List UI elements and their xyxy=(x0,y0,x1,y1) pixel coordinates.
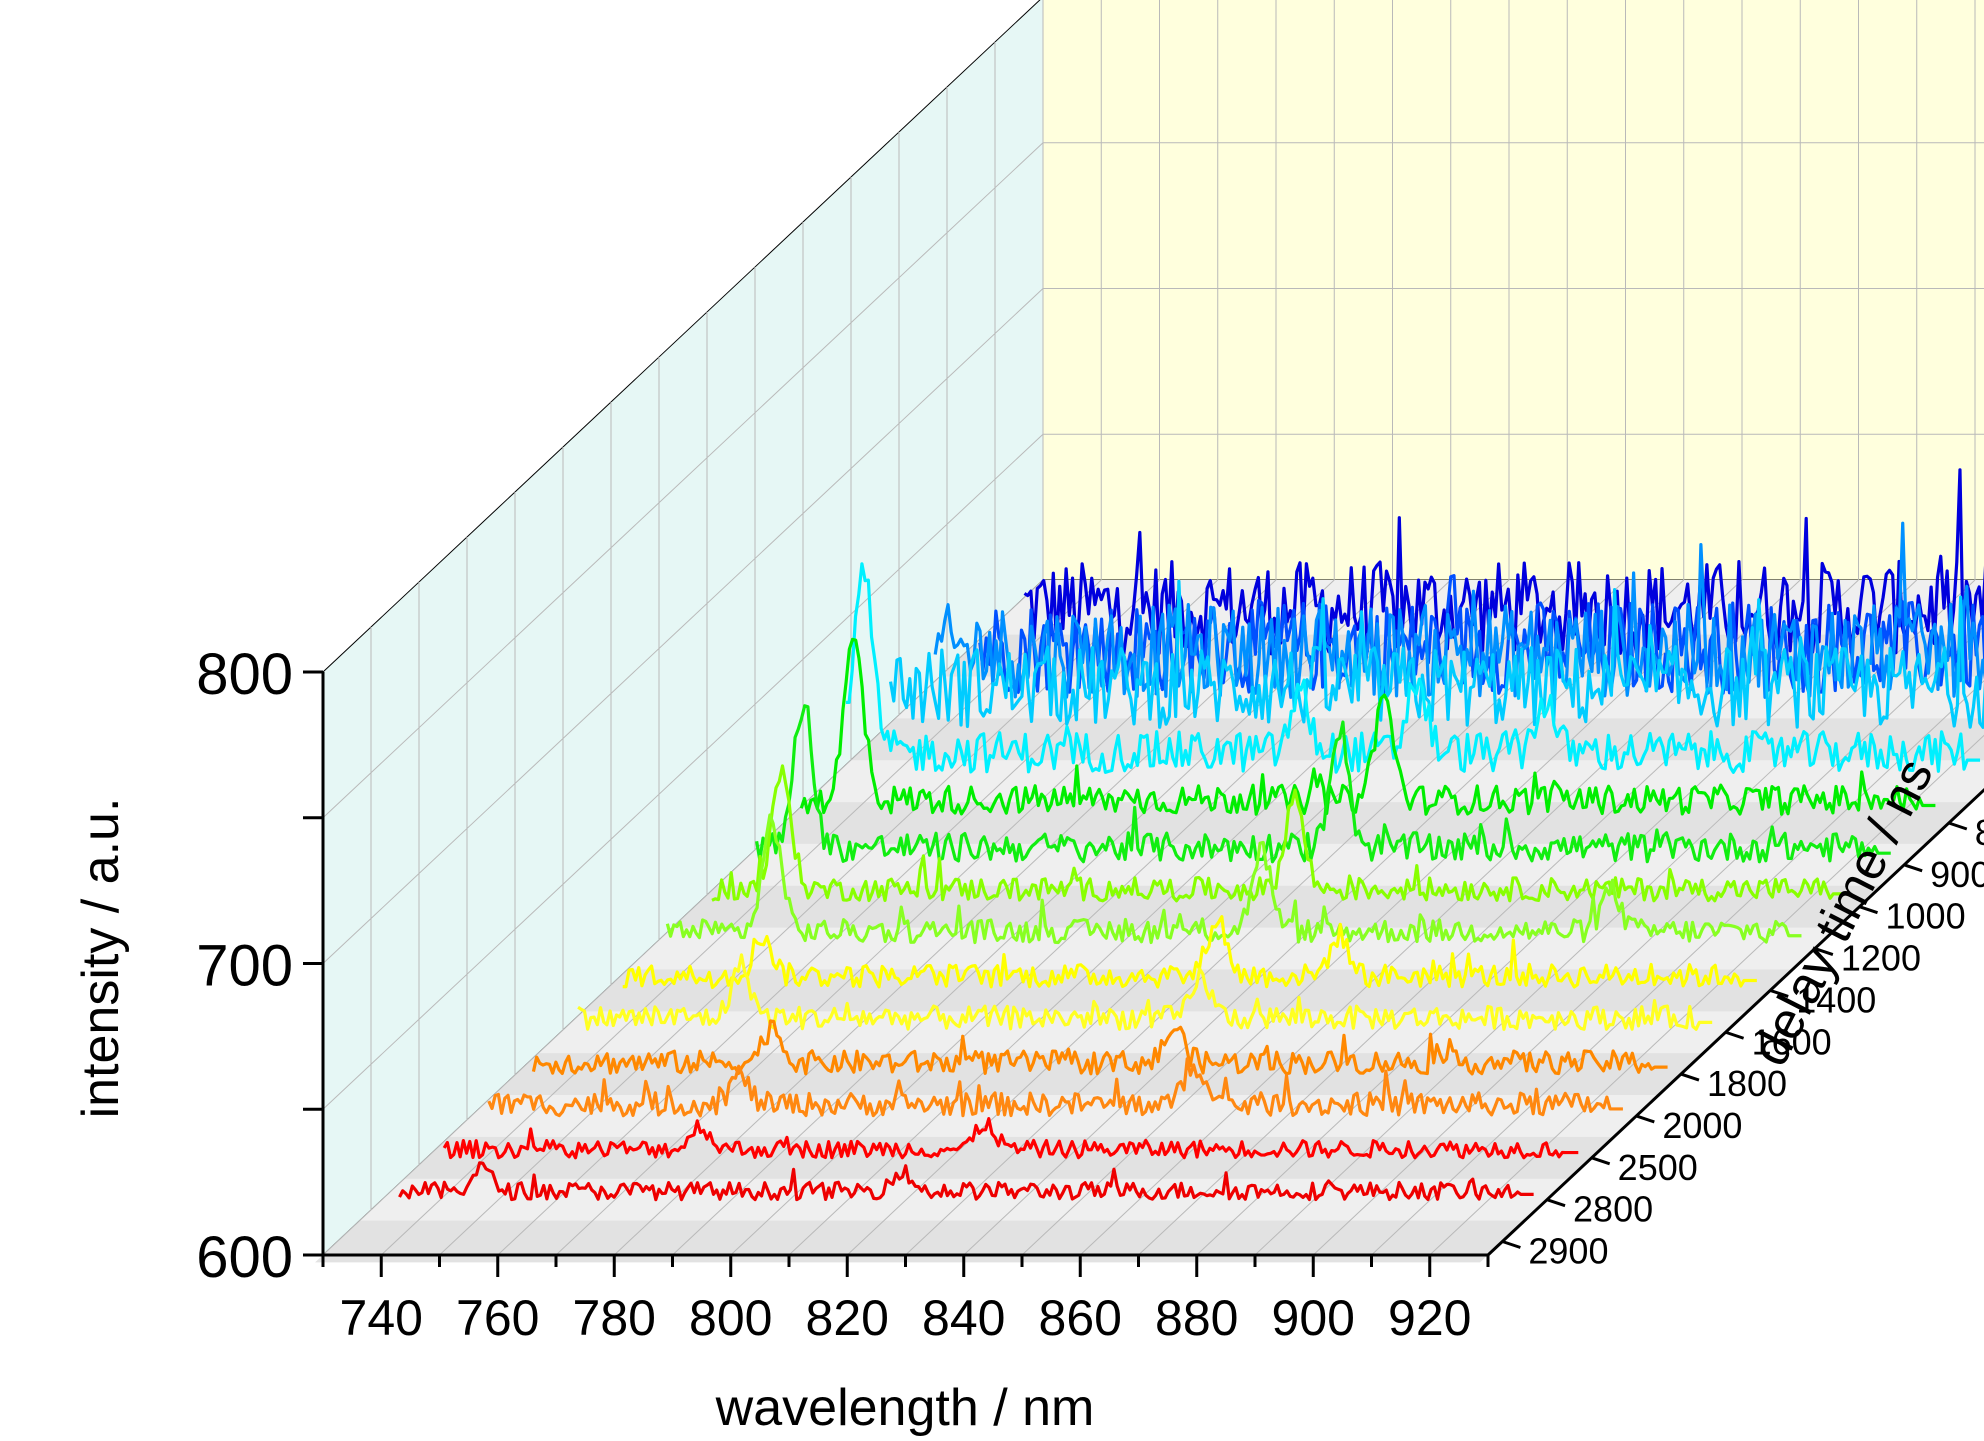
z-axis-line xyxy=(1486,787,1984,1257)
floor-gridline xyxy=(1429,734,1984,1256)
series-line xyxy=(711,764,1847,903)
y-tick-label: 700 xyxy=(196,934,293,999)
x-tick-label: 820 xyxy=(806,1290,889,1346)
x-tick-label: 840 xyxy=(922,1290,1005,1346)
z-tick xyxy=(1903,863,1923,873)
z-tick-label: 2500 xyxy=(1618,1147,1698,1188)
series-line xyxy=(442,1117,1579,1160)
y-axis-title: intensity / a.u. xyxy=(72,798,130,1119)
y-tick-label: 600 xyxy=(196,1225,293,1290)
x-tick-label: 860 xyxy=(1039,1290,1122,1346)
z-tick xyxy=(1546,1198,1566,1208)
x-tick-label: 780 xyxy=(573,1290,656,1346)
z-tick-label: 1200 xyxy=(1841,938,1921,979)
z-tick xyxy=(1501,1240,1521,1249)
z-tick-label: 2900 xyxy=(1528,1231,1608,1272)
series-line xyxy=(665,813,1802,945)
z-tick xyxy=(1814,947,1834,956)
x-tick-label: 760 xyxy=(456,1290,539,1346)
x-tick-label: 740 xyxy=(340,1290,423,1346)
y-tick-label: 800 xyxy=(196,642,293,707)
z-tick xyxy=(1591,1156,1611,1166)
z-tick xyxy=(1680,1072,1700,1082)
z-tick-label: 1400 xyxy=(1796,979,1876,1020)
x-tick-label: 800 xyxy=(689,1290,772,1346)
side-wall-hgridline xyxy=(322,142,1044,819)
side-wall-hgridline xyxy=(322,433,1044,1110)
floor-gridline xyxy=(1021,579,1743,1256)
z-tick-label: 2800 xyxy=(1573,1189,1653,1230)
series-line xyxy=(1023,468,1984,656)
x-tick-label: 880 xyxy=(1155,1290,1238,1346)
z-tick xyxy=(1635,1114,1655,1124)
series-line xyxy=(398,1161,1534,1202)
floor-gridline xyxy=(439,579,1160,1256)
z-tick-label: 2000 xyxy=(1662,1105,1742,1146)
z-tick-label: 1800 xyxy=(1707,1063,1787,1104)
series-group xyxy=(398,468,1984,1202)
z-tick-label: 800 xyxy=(1975,812,1984,853)
series-line xyxy=(799,637,1936,816)
side-wall-hgridline xyxy=(322,288,1044,964)
z-tick xyxy=(1859,905,1878,915)
back-wall xyxy=(1042,0,1984,581)
z-tick-label: 1600 xyxy=(1752,1021,1832,1062)
z-tick-label: 1000 xyxy=(1886,896,1966,937)
series-line xyxy=(531,1019,1668,1076)
z-tick xyxy=(1725,1030,1745,1040)
series-line xyxy=(487,1057,1623,1118)
x-tick-label: 900 xyxy=(1272,1290,1355,1346)
floor-gridline xyxy=(322,579,1044,1256)
series-line xyxy=(845,562,1981,774)
series-line xyxy=(577,953,1713,1031)
series-line xyxy=(933,521,1984,699)
floor-gridline xyxy=(380,579,1102,1256)
z-tick xyxy=(1948,821,1968,831)
chart-axes xyxy=(303,670,1984,1277)
floor-gridline xyxy=(1371,680,1984,1256)
series-line xyxy=(888,579,1984,729)
z-tick xyxy=(1769,988,1789,998)
x-axis-title: wavelength / nm xyxy=(715,1379,1095,1437)
chart-labels: 7407607808008208408608809009206007008005… xyxy=(196,642,1984,1346)
z-tick-label: 900 xyxy=(1930,854,1984,895)
series-line xyxy=(622,915,1757,990)
x-tick-label: 920 xyxy=(1388,1290,1471,1346)
series-line xyxy=(755,704,1891,864)
